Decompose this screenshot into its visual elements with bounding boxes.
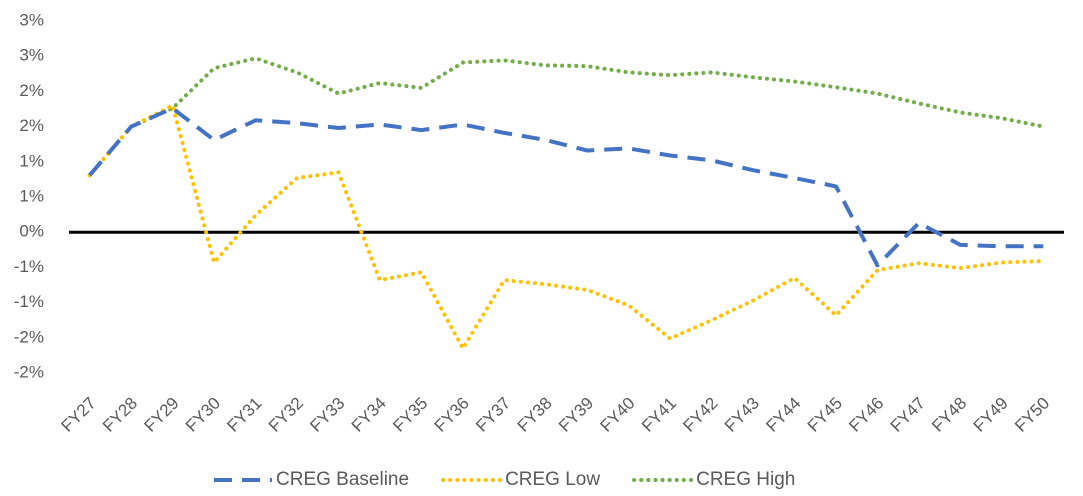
legend-label: CREG High <box>696 469 795 490</box>
x-tick-label: FY46 <box>845 394 887 436</box>
legend-label: CREG Baseline <box>276 469 409 490</box>
x-tick-label: FY33 <box>306 394 348 436</box>
legend: CREG Baseline CREG Low CREG High <box>214 469 795 490</box>
x-tick-label: FY36 <box>431 394 473 436</box>
x-tick-label: FY35 <box>389 394 431 436</box>
y-tick-label: -1% <box>14 257 44 276</box>
y-tick-label: 2% <box>19 81 44 100</box>
x-tick-label: FY27 <box>58 394 100 436</box>
x-tick-label: FY31 <box>223 394 265 436</box>
x-tick-label: FY32 <box>265 394 307 436</box>
series-line <box>88 106 1044 268</box>
series-line <box>87 103 1046 351</box>
x-tick-label: FY42 <box>679 394 721 436</box>
x-tick-label: FY30 <box>182 394 224 436</box>
x-tick-label: FY49 <box>970 394 1012 436</box>
x-tick-label: FY48 <box>928 394 970 436</box>
y-tick-label: -2% <box>14 327 44 346</box>
y-tick-label: 3% <box>19 10 44 29</box>
x-tick-label: FY44 <box>762 394 804 436</box>
y-tick-label: 3% <box>19 46 44 65</box>
y-tick-label: -1% <box>14 292 44 311</box>
x-tick-label: FY43 <box>721 394 763 436</box>
x-tick-label: FY37 <box>472 394 514 436</box>
x-tick-label: FY28 <box>99 394 141 436</box>
x-tick-label: FY50 <box>1011 394 1053 436</box>
y-tick-label: 1% <box>19 186 44 205</box>
y-tick-label: 2% <box>19 116 44 135</box>
y-tick-label: 0% <box>19 222 44 241</box>
x-tick-label: FY41 <box>638 394 680 436</box>
x-tick-label: FY34 <box>348 394 390 436</box>
x-tick-label: FY39 <box>555 394 597 436</box>
y-tick-label: 1% <box>19 151 44 170</box>
series-line <box>87 56 1046 178</box>
x-tick-label: FY47 <box>887 394 929 436</box>
x-tick-label: FY38 <box>514 394 556 436</box>
legend-label: CREG Low <box>505 469 600 490</box>
x-tick-label: FY45 <box>804 394 846 436</box>
y-tick-label: -2% <box>14 362 44 381</box>
x-tick-label: FY29 <box>140 394 182 436</box>
x-tick-label: FY40 <box>597 394 639 436</box>
